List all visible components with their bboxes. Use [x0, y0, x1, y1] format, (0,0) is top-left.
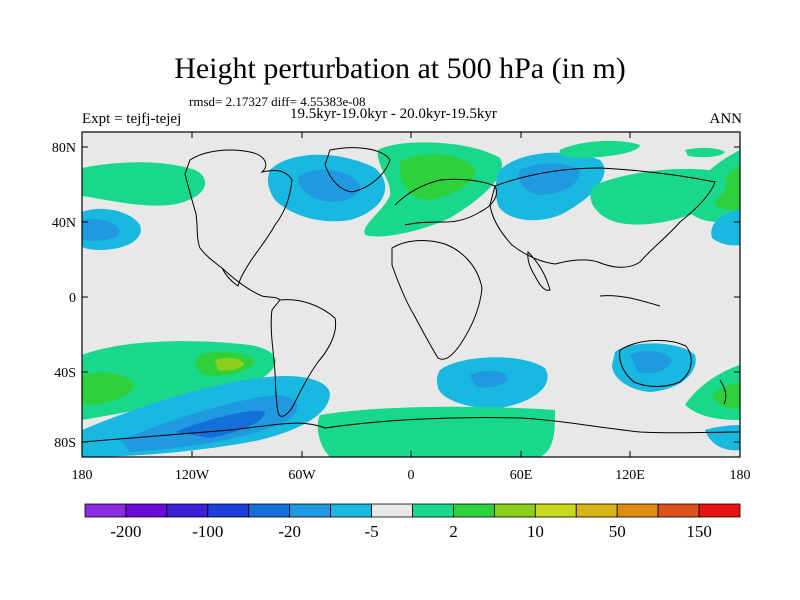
colorbar-swatch	[371, 503, 413, 518]
lon-label: 60E	[510, 468, 533, 483]
period-label: 19.5kyr-19.0kyr - 20.0kyr-19.5kyr	[290, 106, 497, 122]
colorbar-label: 2	[449, 522, 458, 541]
coast-central-america	[221, 267, 281, 301]
season-label: ANN	[709, 111, 743, 127]
lon-label: 0	[408, 468, 415, 483]
coast-greenland	[324, 147, 391, 193]
colorbar-swatch	[534, 503, 577, 518]
field-spac-pos-core	[215, 357, 244, 371]
rmsd-subtitle: rmsd= 2.17327 diff= 4.55383e-08	[189, 94, 366, 109]
experiment-label: Expt = tejfj-tejej	[82, 111, 182, 127]
colorbar-swatch	[493, 503, 536, 518]
field-alaska	[685, 147, 725, 158]
colorbar-labels: -200 -100 -20 -5 2 10 50 150	[110, 522, 711, 541]
colorbar-label: -100	[192, 522, 223, 541]
colorbar-swatch	[207, 503, 250, 518]
colorbar-swatch	[248, 503, 291, 518]
latitude-labels: 80N 40N 0 40S 80S	[52, 141, 76, 451]
lat-label: 80N	[52, 141, 76, 156]
axis-ticks	[81, 132, 741, 457]
colorbar-swatch	[453, 503, 495, 518]
colorbar-label: -200	[110, 522, 141, 541]
coast-asia	[489, 167, 716, 268]
longitude-labels: 180 120W 60W 0 60E 120E 180	[72, 468, 751, 483]
colorbar-label: 50	[609, 522, 626, 541]
lat-label: 0	[69, 291, 76, 306]
anomaly-fields	[82, 140, 740, 457]
coast-australia	[619, 339, 692, 387]
field-indian-neg-inner	[470, 370, 508, 388]
coast-antarctica	[82, 417, 740, 443]
colorbar-swatch	[84, 503, 127, 518]
field-pac-neg-west-inner	[82, 218, 120, 241]
lon-label: 120W	[175, 468, 210, 483]
field-aus-neg-inner	[630, 350, 672, 374]
colorbar-swatch	[289, 503, 332, 518]
colorbar-swatch	[125, 503, 168, 518]
field-antarctic-pos	[317, 406, 555, 457]
field-greenland-neg-inner	[298, 169, 361, 202]
coastlines	[82, 147, 740, 443]
colorbar-swatch	[698, 503, 741, 518]
coast-north-america	[184, 149, 293, 287]
lat-label: 40S	[54, 366, 76, 381]
colorbar-swatch	[657, 503, 700, 518]
field-europe-pos-inner	[399, 154, 476, 200]
field-spac-pos-inner	[82, 372, 135, 405]
colorbar-swatch	[616, 503, 659, 518]
colorbar	[84, 503, 741, 518]
colorbar-swatch	[330, 503, 372, 518]
colorbar-swatch	[166, 503, 209, 518]
field-siberia-neg-inner	[518, 163, 580, 195]
field-pac-neg-east	[711, 210, 740, 246]
lat-label: 80S	[54, 436, 76, 451]
coast-india	[527, 250, 551, 291]
coast-indonesia	[599, 295, 661, 307]
lat-label: 40N	[52, 216, 76, 231]
colorbar-label: -5	[364, 522, 378, 541]
coast-europe	[394, 178, 497, 226]
field-antarctic-east-neg	[705, 425, 740, 451]
coast-south-america	[270, 299, 337, 417]
coast-new-zealand	[719, 379, 727, 405]
colorbar-label: 150	[686, 522, 712, 541]
lon-label: 180	[72, 468, 93, 483]
lon-label: 60W	[288, 468, 316, 483]
colorbar-label: -20	[278, 522, 301, 541]
colorbar-label: 10	[527, 522, 544, 541]
lon-label: 120E	[615, 468, 645, 483]
coast-africa	[391, 240, 483, 360]
colorbar-swatch	[575, 503, 618, 518]
field-npac-east-inner	[714, 165, 740, 211]
lon-label: 180	[730, 468, 751, 483]
field-polar-top	[559, 140, 640, 158]
field-so-neg-core	[175, 411, 265, 438]
colorbar-swatch	[412, 503, 454, 518]
chart-title: Height perturbation at 500 hPa (in m)	[174, 52, 626, 85]
field-npac-west	[82, 162, 206, 206]
